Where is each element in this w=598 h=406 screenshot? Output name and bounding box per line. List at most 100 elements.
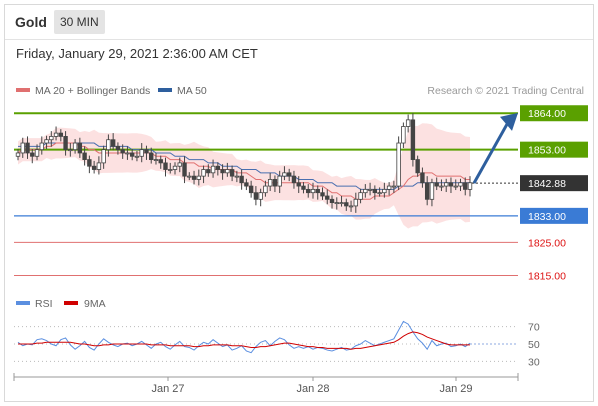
candle-body [25,142,30,154]
candle-body [420,172,425,184]
candle-body [225,169,230,174]
candle-body [177,162,182,167]
candle-body [329,198,335,204]
rsi-tick-label: 70 [528,322,540,334]
candle-body [410,119,416,160]
candle-body [229,169,235,177]
candle-body [196,175,201,180]
ma50-line [18,142,470,190]
rsi-legend-swatch [16,301,30,305]
level-label: 1842.88 [528,178,566,190]
candle-body [377,192,382,195]
candle-body [358,192,363,200]
candle-body [20,142,25,154]
candle-body [153,159,159,161]
candle-body [168,169,173,171]
candle-body [458,182,463,187]
candle-body [163,162,168,170]
candle-body [44,139,49,144]
credit-label: Research © 2021 Trading Central [427,85,584,97]
candle-body [125,152,130,155]
candle-body [334,202,339,205]
candle-body [301,185,306,190]
candle-body [391,185,397,188]
candle-body [296,182,301,187]
price-candles [15,113,473,213]
candle-body [348,205,354,208]
candle-body [382,188,387,194]
candle-body [220,169,225,174]
ma20-line [17,142,470,200]
candle-body [87,159,92,167]
candle-body [110,139,116,147]
candle-body [106,139,111,151]
candle-body [149,152,154,160]
level-label-box [520,207,588,224]
candle-body [363,188,368,194]
x-tick-label: Jan 29 [439,383,472,395]
candle-body [339,202,344,205]
candle-body [63,136,68,151]
candle-body [439,185,444,188]
candle-body [72,142,78,151]
candle-body [239,175,244,184]
candle-body [215,165,221,170]
candle-body [396,142,401,187]
level-label: 1815.00 [528,270,566,282]
ma50-legend-swatch [158,88,172,92]
rsi-legend: RSI 9MA [16,298,106,310]
ma9-legend-swatch [64,301,78,305]
candle-body [272,179,278,187]
arrow-shaft [472,118,512,184]
candle-body [453,185,458,188]
candle-body [248,185,254,194]
candle-body [367,188,373,191]
candle-body [353,198,359,207]
level-label: 1864.00 [528,108,566,120]
ma-bb-legend-label: MA 20 + Bollinger Bands [35,85,150,97]
chart-header: Gold 30 MIN [5,5,593,40]
candle-body [49,136,54,141]
instrument-title: Gold [15,14,47,30]
level-labels: 1864.00 1853.00 1842.88 1833.00 1825.00 1815.… [520,105,588,282]
timeframe-button[interactable]: 30 MIN [54,10,105,34]
x-tick-label: Jan 27 [151,383,184,395]
candle-body [282,172,287,177]
candle-body [267,179,273,187]
candle-body [201,169,206,177]
candle-body [244,182,249,187]
ma50-legend-label: MA 50 [177,85,207,97]
candle-body [320,192,325,197]
candle-body [30,152,35,157]
candle-body [277,175,282,187]
chart-legend: MA 20 + Bollinger Bands MA 50 Research ©… [16,85,584,97]
candle-body [96,162,102,170]
level-label-box [520,141,588,158]
price-levels [14,112,518,276]
candle-body [310,188,316,194]
candle-body [258,192,263,200]
forecast-arrow [472,112,518,184]
candle-body [429,182,435,200]
candle-body [82,152,87,160]
ma50-path [18,142,470,190]
rsi-panel: 70 50 30 [14,320,540,368]
candle-body [467,182,473,190]
candle-body [158,159,163,164]
candle-body [344,202,349,207]
level-label-box [520,175,588,192]
candle-body [53,132,59,137]
level-label-box [520,105,588,122]
candle-body [139,149,144,157]
ma9-line [18,331,470,350]
candle-body [15,152,21,157]
candle-body [315,188,320,194]
rsi-tick-label: 50 [528,339,540,351]
candle-body [234,175,240,178]
candle-body [401,126,406,144]
candle-body [444,182,449,187]
candle-body [101,149,106,164]
rsi-legend-label: RSI [35,298,53,310]
candle-body [129,152,135,157]
